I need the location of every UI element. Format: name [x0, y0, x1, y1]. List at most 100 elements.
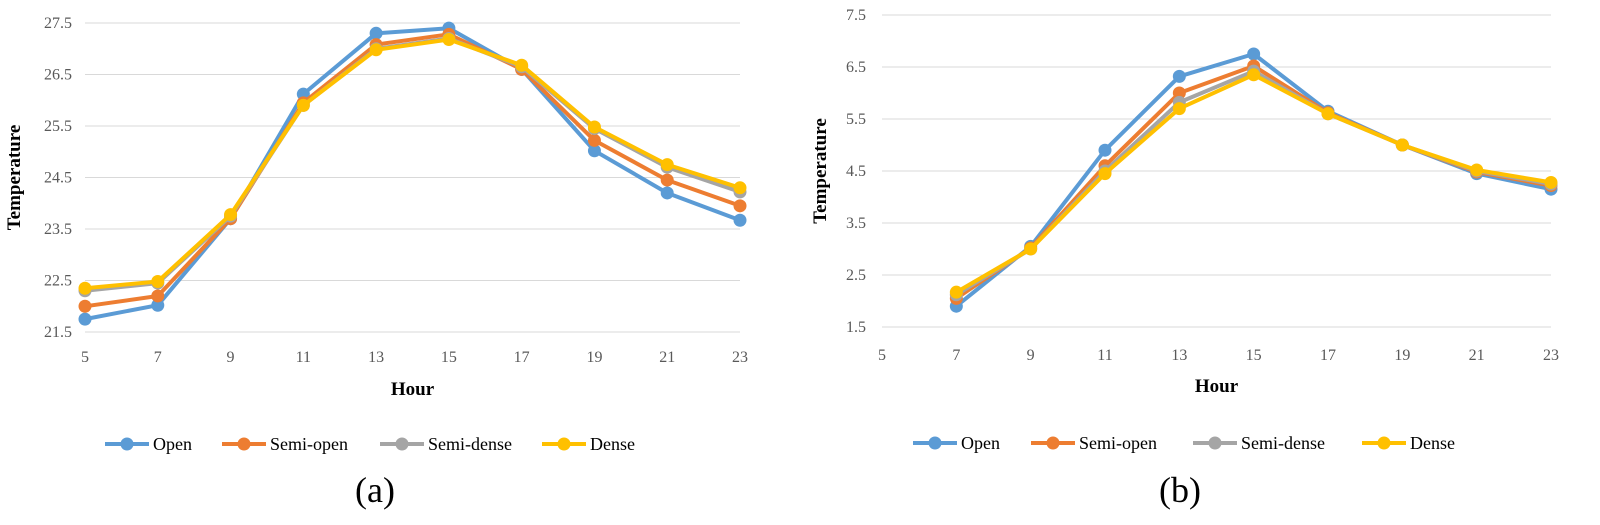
chart-b-series-dense-line — [954, 72, 1553, 295]
chart-a-legend-label: Semi-dense — [428, 434, 512, 454]
chart-a-x-tick-label: 21 — [659, 349, 675, 366]
chart-b-legend-swatch-marker — [1377, 436, 1391, 450]
chart-a-series-semi-open-point — [733, 199, 747, 213]
chart-b-y-tick-label: 3.5 — [846, 215, 866, 232]
chart-a-series-dense-line — [83, 37, 742, 291]
chart-a-legend-swatch-marker — [120, 437, 134, 451]
chart-a-x-tick-label: 13 — [368, 349, 384, 366]
chart-a-series-dense-point — [587, 120, 601, 134]
chart-b-series-open-point — [1172, 69, 1186, 83]
chart-b-series-semi-dense-line — [954, 69, 1553, 297]
chart-a-panel-label: (a) — [355, 470, 395, 510]
chart-b-series-dense-point — [1024, 242, 1038, 256]
chart-a-x-tick-label: 23 — [732, 349, 748, 366]
chart-a-series-open-point — [587, 144, 601, 158]
chart-a-legend-item-open: Open — [105, 434, 192, 454]
chart-b-series-dense-point — [1172, 102, 1186, 116]
chart-a-series-semi-open-line — [83, 32, 742, 309]
chart-b-series-dense-point — [1395, 138, 1409, 152]
chart-b-legend-item-open: Open — [913, 433, 1000, 453]
chart-a-legend-item-semi-open: Semi-open — [222, 434, 348, 454]
chart-b-x-tick-label: 13 — [1171, 347, 1187, 364]
chart-a-x-tick-label: 7 — [154, 349, 162, 366]
chart-a-legend-swatch-marker — [237, 437, 251, 451]
chart-a-legend-item-semi-dense: Semi-dense — [380, 434, 512, 454]
chart-a-series-semi-open-point — [660, 173, 674, 187]
chart-b-x-tick-label: 21 — [1469, 347, 1485, 364]
chart-b-series-dense-point — [949, 285, 963, 299]
chart-b-y-tick-label: 4.5 — [846, 163, 866, 180]
chart-b-series-dense-point — [1544, 175, 1558, 189]
chart-a-y-tick-label: 25.5 — [44, 118, 72, 135]
chart-b-series-dense-point — [1321, 107, 1335, 121]
chart-a-legend-swatch-marker — [395, 437, 409, 451]
chart-a-y-tick-label: 27.5 — [44, 15, 72, 32]
chart-b-x-tick-label: 19 — [1394, 347, 1410, 364]
chart-a-series-open-point — [78, 312, 92, 326]
chart-a-legend-swatch-marker — [557, 437, 571, 451]
chart-b-x-tick-label: 15 — [1246, 347, 1262, 364]
chart-b-y-tick-label: 5.5 — [846, 111, 866, 128]
chart-b-legend-label: Semi-open — [1079, 433, 1157, 453]
chart-b-series-dense-point — [1470, 163, 1484, 177]
chart-a-x-tick-label: 11 — [296, 349, 311, 366]
chart-b-series-semi-open-point — [1172, 86, 1186, 100]
chart-b-x-axis-title: Hour — [1195, 376, 1239, 397]
chart-a-series-dense-point — [442, 32, 456, 46]
chart-a-y-tick-label: 23.5 — [44, 221, 72, 238]
chart-a-y-tick-label: 22.5 — [44, 273, 72, 290]
chart-b-series-open-line — [954, 52, 1553, 309]
chart-a-x-axis-title: Hour — [391, 379, 435, 400]
chart-a-series-open-point — [733, 213, 747, 227]
chart-a-series-dense-point — [369, 43, 383, 57]
chart-a-series-dense-point — [151, 275, 165, 289]
chart-a-y-axis-title: Temperature — [4, 125, 25, 231]
chart-a-x-tick-label: 15 — [441, 349, 457, 366]
chart-a-series-dense-point — [733, 181, 747, 195]
chart-a-series-open-line — [83, 26, 742, 322]
chart-a-series-open-point — [151, 298, 165, 312]
chart-b-legend-item-dense: Dense — [1362, 433, 1455, 453]
chart-b-x-tick-label: 11 — [1097, 347, 1112, 364]
chart-b-series-dense-point — [1098, 167, 1112, 181]
chart-a-x-tick-label: 19 — [586, 349, 602, 366]
chart-b-x-tick-label: 23 — [1543, 347, 1559, 364]
chart-a-series-dense-point — [515, 58, 529, 72]
chart-b-series-dense-point — [1247, 68, 1261, 82]
chart-a-series-dense-point — [660, 158, 674, 172]
chart-a-y-tick-label: 21.5 — [44, 324, 72, 341]
chart-b-y-axis-title: Temperature — [810, 118, 831, 224]
chart-a: 21.5 22.5 23.5 24.5 25.5 26.5 27.5 5 7 9 11 13 15 17 1… — [4, 15, 748, 510]
chart-a-legend-label: Open — [153, 434, 192, 454]
chart-a-legend-item-dense: Dense — [542, 434, 635, 454]
chart-a-series-dense-point — [296, 98, 310, 112]
chart-a-legend-label: Dense — [590, 434, 635, 454]
chart-a-y-tick-label: 26.5 — [44, 67, 72, 84]
chart-b-x-tick-label: 5 — [878, 347, 886, 364]
chart-b-y-tick-label: 7.5 — [846, 7, 866, 24]
chart-a-series-semi-open-point — [151, 289, 165, 303]
chart-b-y-tick-label: 2.5 — [846, 267, 866, 284]
chart-b-legend-label: Open — [961, 433, 1000, 453]
chart-a-series-open-point — [369, 26, 383, 40]
chart-a-x-tick-label: 5 — [81, 349, 89, 366]
chart-a-series-dense-point — [224, 208, 238, 222]
chart-b-y-tick-label: 6.5 — [846, 59, 866, 76]
chart-a-y-tick-label: 24.5 — [44, 170, 72, 187]
chart-a-x-tick-label: 17 — [514, 349, 530, 366]
chart-b-series-open-point — [1247, 47, 1261, 61]
chart-b-legend-item-semi-open: Semi-open — [1031, 433, 1157, 453]
chart-b-panel-label: (b) — [1159, 470, 1201, 510]
chart-b-legend-item-semi-dense: Semi-dense — [1193, 433, 1325, 453]
chart-b-legend-swatch-marker — [1208, 436, 1222, 450]
chart-a-legend-label: Semi-open — [270, 434, 348, 454]
chart-a-series-semi-open-point — [78, 299, 92, 313]
chart-b-series-semi-open-line — [954, 64, 1553, 301]
chart-b-legend-label: Dense — [1410, 433, 1455, 453]
chart-b-legend-label: Semi-dense — [1241, 433, 1325, 453]
chart-a-x-tick-label: 9 — [227, 349, 235, 366]
chart-b: 1.5 2.5 3.5 4.5 5.5 6.5 7.5 5 7 9 11 13 15 17 19 21 23 Ho… — [810, 7, 1559, 510]
chart-b-series-open-point — [1098, 143, 1112, 157]
chart-b-y-tick-label: 1.5 — [846, 319, 866, 336]
